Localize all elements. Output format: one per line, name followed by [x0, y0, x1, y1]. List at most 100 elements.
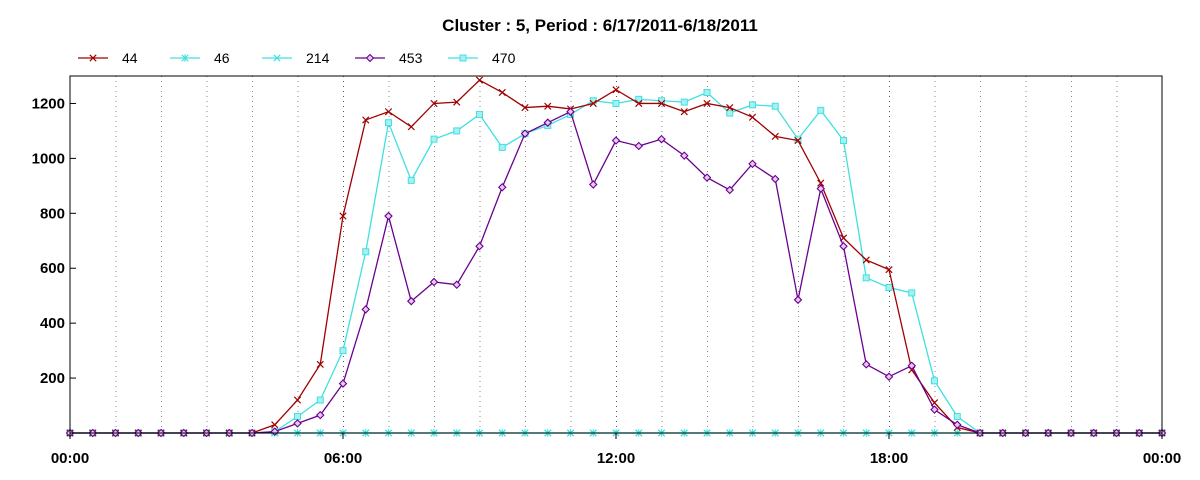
marker-shape	[748, 113, 757, 121]
marker-shape	[657, 99, 666, 108]
marker-shape	[588, 180, 598, 189]
marker-shape	[862, 274, 870, 282]
marker-shape	[839, 241, 848, 251]
marker-shape	[840, 137, 847, 145]
marker-shape	[612, 86, 620, 94]
data-point	[612, 99, 620, 107]
marker-shape	[726, 109, 734, 117]
y-tick-label: 1200	[32, 95, 65, 112]
marker-shape	[316, 360, 324, 368]
data-point	[429, 277, 439, 287]
legend-item-44: 44	[78, 50, 138, 66]
axes: 200 400 600 800 1000 1200 00:00 06:00 12:00 18:00…	[32, 95, 1182, 467]
marker-shape	[544, 102, 552, 110]
data-point	[679, 151, 689, 160]
data-point	[634, 141, 644, 151]
data-point	[952, 420, 962, 430]
x-tick-label: 00:00	[1143, 450, 1181, 467]
marker-shape	[315, 410, 325, 420]
marker-shape	[365, 53, 375, 63]
data-point	[270, 427, 280, 436]
legend-marker	[273, 54, 281, 62]
data-point	[293, 419, 302, 428]
marker-shape	[453, 127, 461, 135]
data-point	[362, 248, 370, 256]
marker-shape	[362, 248, 370, 256]
marker-shape	[703, 88, 711, 96]
data-point	[703, 99, 711, 108]
marker-shape	[543, 118, 553, 127]
legend-label: 453	[399, 50, 423, 66]
series-layer	[65, 76, 1167, 438]
data-point	[407, 176, 415, 184]
marker-shape	[952, 420, 962, 430]
marker-shape	[270, 427, 280, 436]
marker-shape	[771, 132, 779, 141]
y-tick-label: 800	[40, 205, 65, 222]
legend-marker	[181, 54, 189, 62]
marker-shape	[429, 277, 439, 287]
data-point	[840, 137, 847, 145]
data-point	[611, 136, 621, 145]
marker-shape	[679, 151, 689, 160]
marker-shape	[793, 295, 803, 305]
data-point	[497, 182, 507, 192]
data-point	[885, 283, 893, 291]
marker-shape	[817, 106, 825, 114]
marker-shape	[271, 421, 279, 429]
data-point	[612, 86, 620, 94]
marker-shape	[339, 347, 347, 355]
marker-shape	[566, 107, 575, 116]
data-point	[702, 173, 712, 182]
legend-item-453: 453	[355, 50, 423, 66]
x-tick-label: 06:00	[324, 450, 362, 467]
marker-shape	[748, 159, 757, 169]
data-point	[794, 135, 802, 143]
data-point	[725, 185, 735, 195]
data-point	[475, 241, 484, 251]
data-point	[793, 295, 803, 305]
data-point	[453, 127, 461, 135]
marker-shape	[907, 361, 917, 370]
marker-shape	[884, 372, 894, 381]
marker-shape	[497, 182, 507, 192]
marker-shape	[635, 99, 643, 108]
marker-shape	[612, 99, 620, 107]
legend-label: 214	[306, 50, 330, 66]
marker-shape	[794, 135, 802, 143]
data-point	[406, 296, 416, 306]
data-point	[315, 410, 325, 420]
data-point	[566, 107, 575, 116]
marker-shape	[726, 103, 734, 112]
data-point	[908, 289, 916, 297]
data-point	[862, 256, 870, 264]
marker-shape	[181, 54, 189, 62]
data-point	[521, 103, 529, 112]
data-point	[953, 413, 961, 421]
marker-shape	[361, 305, 371, 314]
y-tick-label: 1000	[32, 150, 65, 167]
data-point	[543, 118, 553, 127]
data-point	[861, 360, 871, 369]
data-point	[589, 99, 597, 108]
data-point	[884, 372, 894, 381]
marker-shape	[862, 256, 870, 264]
marker-shape	[498, 88, 506, 97]
data-point	[885, 265, 893, 274]
marker-shape	[703, 99, 711, 108]
marker-shape	[680, 98, 688, 106]
data-point	[680, 98, 688, 106]
marker-shape	[885, 283, 893, 291]
data-point	[544, 102, 552, 110]
marker-shape	[953, 413, 961, 421]
marker-shape	[817, 179, 825, 187]
marker-shape	[293, 396, 302, 404]
marker-shape	[475, 241, 484, 251]
data-point	[430, 135, 438, 143]
marker-shape	[293, 419, 302, 428]
data-point	[770, 174, 780, 184]
data-point	[771, 102, 779, 110]
legend-label: 46	[214, 50, 230, 66]
legend-label: 470	[492, 50, 516, 66]
y-tick-label: 200	[40, 370, 65, 387]
